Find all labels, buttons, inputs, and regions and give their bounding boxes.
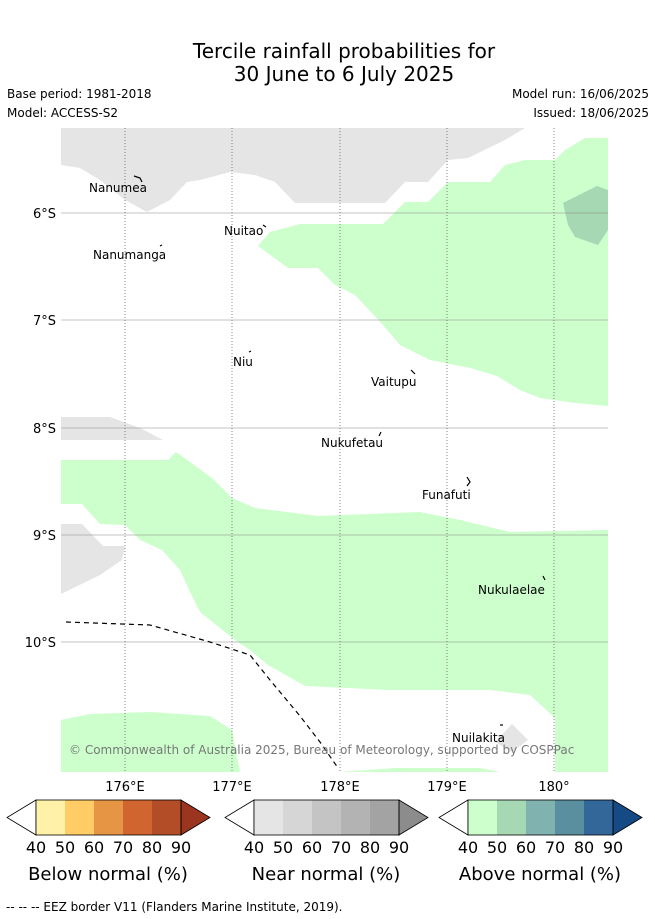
lat-label: 8°S — [33, 422, 56, 437]
colorbar-title: Above normal (%) — [459, 864, 621, 885]
colorbar-segment — [468, 800, 497, 835]
eez-border-line — [65, 621, 339, 769]
colorbar-tick: 90 — [389, 838, 409, 857]
place-label: Nuitao — [224, 224, 263, 238]
colorbar-segment — [123, 800, 152, 835]
colorbar-low-arrow — [224, 799, 255, 836]
map-area: Nanumea Nuitao Nanumanga Niu Vaitupu Nuk… — [61, 128, 608, 772]
colorbar-tick: 60 — [84, 838, 104, 857]
colorbar-tick: 40 — [244, 838, 264, 857]
above-normal-colorbar: 40 50 60 70 80 90 Above normal (%) — [438, 799, 643, 885]
colorbar-tick: 90 — [171, 838, 191, 857]
place-label: Nukufetau — [321, 436, 383, 450]
place-label: Vaitupu — [371, 375, 417, 389]
colorbar-segment — [584, 800, 613, 835]
colorbar-frame — [467, 799, 614, 836]
colorbar-segment — [254, 800, 283, 835]
colorbar-tick: 50 — [487, 838, 507, 857]
above-normal-region-south — [61, 712, 240, 772]
model-run-date: Model run: 16/06/2025 — [511, 87, 649, 101]
latitude-gridlines — [61, 212, 608, 643]
colorbar-high-arrow — [612, 799, 643, 836]
near-normal-region-west-2 — [61, 524, 125, 594]
colorbar-tick: 70 — [545, 838, 565, 857]
colorbar-segment — [152, 800, 181, 835]
colorbar-low-arrow — [6, 799, 37, 836]
colorbar-segment — [497, 800, 526, 835]
eez-legend-note: -- -- -- EEZ border V11 (Flanders Marine… — [6, 900, 343, 914]
place-label: Nanumea — [89, 181, 147, 195]
colorbar-segment — [312, 800, 341, 835]
chart-title: Tercile rainfall probabilities for 30 Ju… — [0, 40, 655, 86]
colorbar-tick: 50 — [273, 838, 293, 857]
colorbar-segment — [36, 800, 65, 835]
lon-label: 178°E — [320, 780, 360, 795]
colorbar-high-arrow — [398, 799, 429, 836]
colorbar-segment — [283, 800, 312, 835]
lon-label: 180° — [538, 780, 569, 795]
colorbar-high-arrow — [180, 799, 211, 836]
model-name: Model: ACCESS-S2 — [7, 106, 119, 120]
colorbar-tick: 40 — [458, 838, 478, 857]
colorbar-segment — [341, 800, 370, 835]
place-label: Funafuti — [422, 488, 471, 502]
title-line-2: 30 June to 6 July 2025 — [233, 62, 455, 86]
place-label: Niu — [233, 355, 253, 369]
base-period: Base period: 1981-2018 — [7, 87, 152, 101]
above-normal-50-region — [563, 186, 608, 245]
colorbar-tick: 50 — [55, 838, 75, 857]
near-normal-region-north — [61, 128, 525, 212]
above-normal-region-northeast — [258, 138, 608, 406]
colorbar-tick: 60 — [516, 838, 536, 857]
lon-label: 177°E — [212, 780, 252, 795]
near-normal-colorbar: 40 50 60 70 80 90 Near normal (%) — [224, 799, 429, 885]
colorbar-tick: 70 — [113, 838, 133, 857]
island-markers — [133, 175, 546, 726]
colorbar-frame — [35, 799, 182, 836]
lon-label: 179°E — [427, 780, 467, 795]
below-normal-colorbar: 40 50 60 70 80 90 Below normal (%) — [6, 799, 211, 885]
above-normal-region-south-2 — [340, 768, 500, 772]
place-label: Nuilakita — [452, 731, 505, 745]
colorbar-segment — [65, 800, 94, 835]
lat-label: 10°S — [25, 636, 56, 651]
colorbar-tick: 80 — [142, 838, 162, 857]
colorbar-tick: 60 — [302, 838, 322, 857]
lat-label: 6°S — [33, 207, 56, 222]
colorbar-title: Near normal (%) — [252, 864, 401, 885]
colorbar-title: Below normal (%) — [28, 864, 188, 885]
colorbar-tick: 80 — [360, 838, 380, 857]
lat-label: 9°S — [33, 529, 56, 544]
colorbar-segment — [526, 800, 555, 835]
above-normal-region-central — [61, 452, 608, 772]
longitude-gridlines — [124, 128, 555, 772]
colorbar-segment — [370, 800, 399, 835]
colorbar-tick: 80 — [574, 838, 594, 857]
near-normal-region-south — [495, 724, 528, 752]
issued-date: Issued: 18/06/2025 — [533, 106, 649, 120]
lat-label: 7°S — [33, 314, 56, 329]
near-normal-region-west-1 — [61, 417, 163, 440]
place-label: Nukulaelae — [478, 583, 545, 597]
title-line-1: Tercile rainfall probabilities for — [192, 39, 496, 63]
colorbar-tick: 90 — [603, 838, 623, 857]
place-label: Nanumanga — [93, 248, 166, 262]
colorbar-low-arrow — [438, 799, 469, 836]
colorbar-segment — [555, 800, 584, 835]
colorbar-frame — [253, 799, 400, 836]
colorbar-tick: 70 — [331, 838, 351, 857]
colorbar-tick: 40 — [26, 838, 46, 857]
copyright-notice: © Commonwealth of Australia 2025, Bureau… — [69, 743, 574, 757]
colorbar-segment — [94, 800, 123, 835]
lon-label: 176°E — [105, 780, 145, 795]
